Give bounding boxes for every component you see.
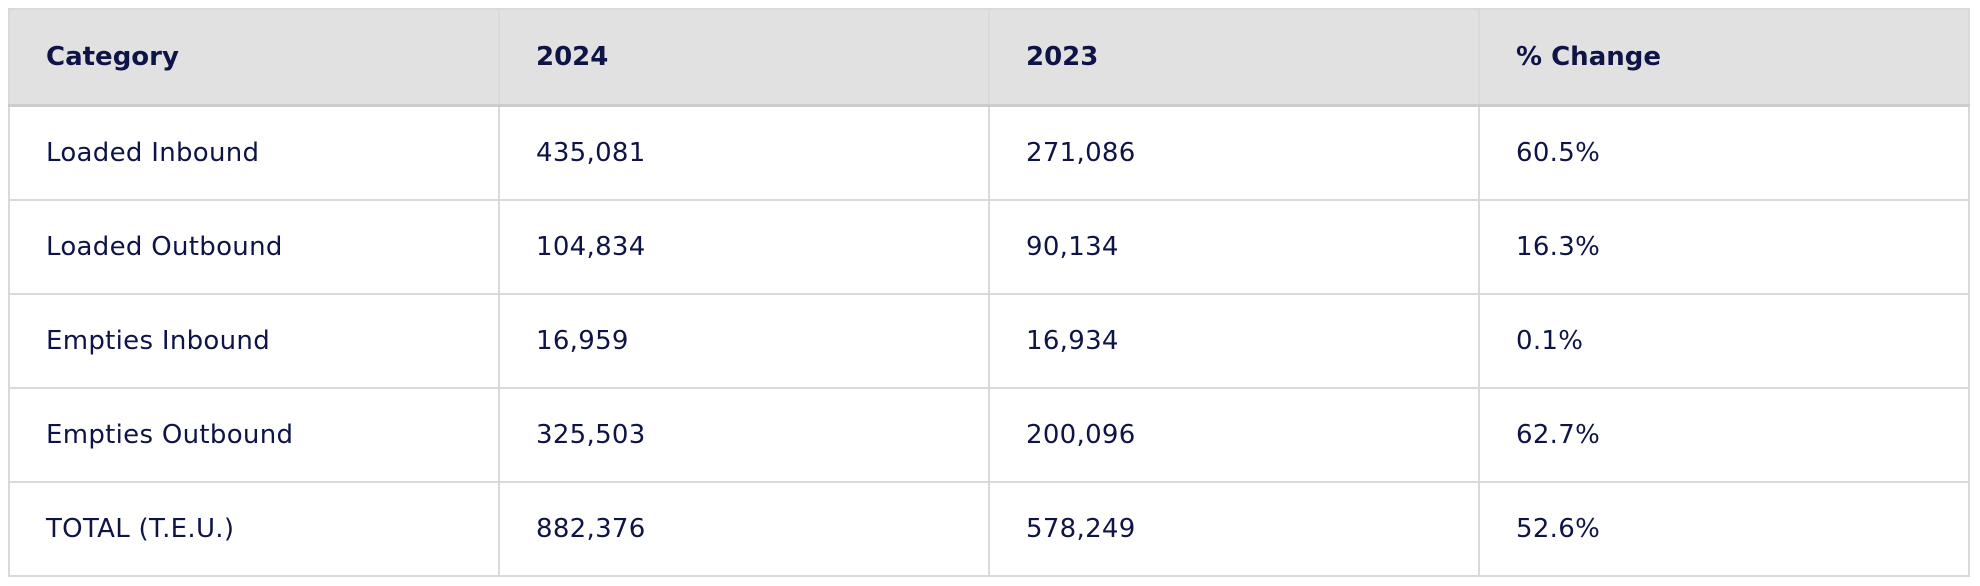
data-table: Category 2024 2023% Change Loaded Inbound 4… [8, 8, 1970, 577]
value-cell: 16,934 [988, 293, 1480, 389]
value-cell: 16.3% [1478, 199, 1970, 295]
value-cell: 435,081 [498, 104, 990, 201]
header-cell: 2024 [498, 8, 990, 107]
table-body: Loaded Inbound 435,081 271,086 60.5% Loaded … [8, 104, 1970, 577]
table-row: Loaded Outbound 104,834 90,134 16.3% [8, 199, 1970, 295]
value-cell: 62.7% [1478, 387, 1970, 483]
category-cell: TOTAL (T.E.U.) [8, 481, 500, 577]
table-head: Category 2024 2023% Change [8, 8, 1970, 107]
header-cell: Category [8, 8, 500, 107]
value-cell: 52.6% [1478, 481, 1970, 577]
value-cell: 325,503 [498, 387, 990, 483]
category-cell: Empties Inbound [8, 293, 500, 389]
table-row: TOTAL (T.E.U.) 882,376 578,249 52.6% [8, 481, 1970, 577]
header-cell: % Change [1478, 8, 1970, 107]
header-cell: 2023 [988, 8, 1480, 107]
value-cell: 16,959 [498, 293, 990, 389]
value-cell: 271,086 [988, 104, 1480, 201]
table-row: Loaded Inbound 435,081 271,086 60.5% [8, 104, 1970, 201]
value-cell: 104,834 [498, 199, 990, 295]
category-cell: Empties Outbound [8, 387, 500, 483]
value-cell: 60.5% [1478, 104, 1970, 201]
value-cell: 882,376 [498, 481, 990, 577]
value-cell: 200,096 [988, 387, 1480, 483]
header-row: Category 2024 2023% Change [8, 8, 1970, 107]
value-cell: 0.1% [1478, 293, 1970, 389]
category-cell: Loaded Inbound [8, 104, 500, 201]
table-row: Empties Inbound 16,959 16,934 0.1% [8, 293, 1970, 389]
category-cell: Loaded Outbound [8, 199, 500, 295]
table-container: Category 2024 2023% Change Loaded Inbound 4… [8, 8, 1970, 577]
value-cell: 578,249 [988, 481, 1480, 577]
value-cell: 90,134 [988, 199, 1480, 295]
table-row: Empties Outbound 325,503 200,096 62.7% [8, 387, 1970, 483]
